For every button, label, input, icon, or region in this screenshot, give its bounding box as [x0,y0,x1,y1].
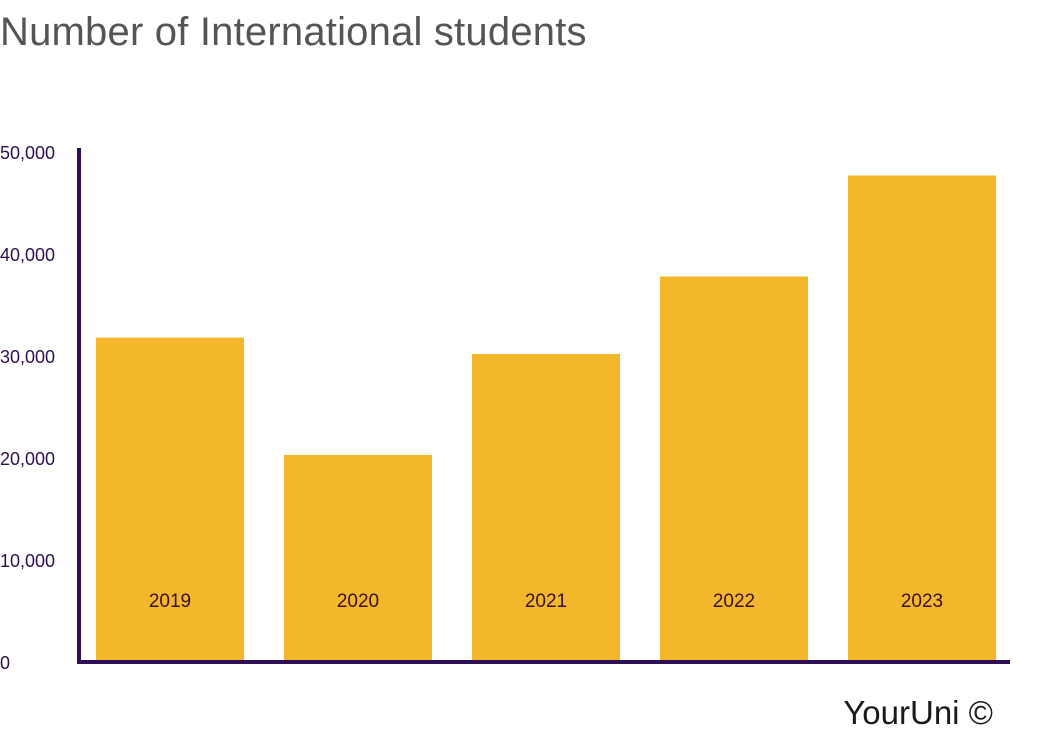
chart-title: Number of International students [0,10,587,54]
y-tick-label-30000: 30,000 [0,347,55,367]
y-tick-label-20000: 20,000 [0,449,55,469]
y-tick-label-40000: 40,000 [0,245,55,265]
bar-2023 [848,175,996,662]
y-tick-label-0: 0 [0,653,10,673]
bar-2021 [472,353,620,662]
bar-label-2023: 2023 [901,591,943,612]
bar-label-2020: 2020 [337,591,379,612]
bar-label-2019: 2019 [149,591,191,612]
bar-2020 [284,454,432,662]
bar-2022 [660,276,808,662]
bar-label-2022: 2022 [713,591,755,612]
y-tick-label-10000: 10,000 [0,551,55,571]
bar-label-2021: 2021 [525,591,567,612]
copyright-credit: YourUni © [843,694,993,731]
y-tick-label-50000: 50,000 [0,143,55,163]
bar-2019 [96,337,244,662]
